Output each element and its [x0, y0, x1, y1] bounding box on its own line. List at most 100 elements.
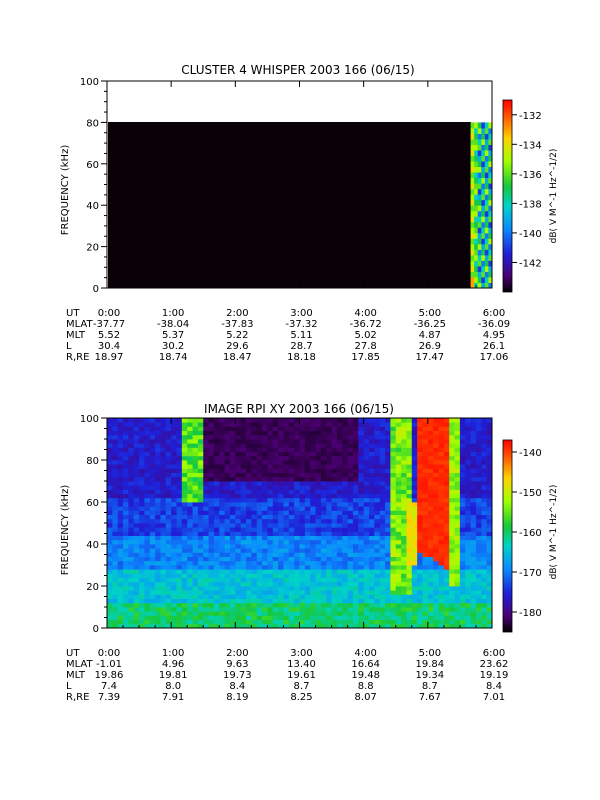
- spectrogram-cell: [336, 594, 343, 599]
- spectrogram-cell: [144, 569, 151, 574]
- spectrogram-cell: [219, 619, 226, 625]
- spectrogram-cell: [433, 615, 439, 620]
- spectrogram-cell: [294, 523, 300, 528]
- spectrogram-cell: [149, 535, 156, 541]
- spectrogram-cell: [219, 422, 226, 427]
- spectrogram-cell: [470, 615, 477, 620]
- spectrogram-cell: [449, 577, 455, 583]
- spectrogram-cell: [465, 619, 472, 625]
- spectrogram-cell: [123, 439, 129, 444]
- spectrogram-cell: [326, 506, 332, 511]
- spectrogram-cell: [390, 598, 397, 604]
- spectrogram-cell: [352, 506, 359, 511]
- spectrogram-cell: [117, 552, 124, 557]
- spectrogram-cell: [272, 506, 279, 511]
- spectrogram-cell: [486, 569, 493, 574]
- spectrogram-cell: [477, 144, 482, 151]
- spectrogram-cell: [133, 602, 140, 608]
- spectrogram-cell: [240, 493, 247, 499]
- spectrogram-cell: [165, 581, 172, 587]
- spectrogram-cell: [443, 460, 450, 465]
- spectrogram-cell: [240, 443, 247, 448]
- spectrogram-cell: [488, 254, 493, 261]
- spectrogram-cell: [411, 518, 418, 524]
- spectrogram-cell: [411, 590, 418, 595]
- spectrogram-cell: [481, 127, 486, 134]
- spectrogram-cell: [315, 418, 322, 423]
- spectrogram-cell: [144, 598, 151, 604]
- spectrogram-cell: [235, 586, 242, 591]
- spectrogram-cell: [208, 493, 215, 499]
- spectrogram-cell: [171, 535, 177, 541]
- spectrogram-cell: [422, 573, 429, 578]
- spectrogram-cell: [470, 177, 475, 184]
- spectrogram-cell: [224, 506, 231, 511]
- spectrogram-cell: [481, 249, 486, 256]
- spectrogram-cell: [417, 497, 423, 503]
- ephemeris-row-label: L: [66, 681, 72, 692]
- spectrogram-cell: [283, 489, 290, 494]
- spectrogram-cell: [149, 514, 156, 520]
- spectrogram-cell: [470, 518, 477, 524]
- spectrogram-cell: [470, 539, 477, 545]
- spectrogram-cell: [197, 489, 204, 494]
- spectrogram-cell: [438, 556, 445, 562]
- spectrogram-cell: [379, 581, 386, 587]
- spectrogram-cell: [395, 502, 402, 507]
- spectrogram-cell: [406, 451, 413, 457]
- spectrogram-cell: [363, 607, 370, 612]
- spectrogram-cell: [379, 493, 386, 499]
- spectrogram-cell: [278, 615, 284, 620]
- spectrogram-cell: [454, 464, 461, 469]
- spectrogram-cell: [433, 468, 439, 473]
- spectrogram-cell: [385, 565, 391, 570]
- spectrogram-cell: [267, 535, 274, 541]
- spectrogram-cell: [240, 514, 247, 520]
- spectrogram-cell: [278, 430, 284, 436]
- spectrogram-cell: [486, 514, 493, 520]
- spectrogram-cell: [165, 497, 172, 503]
- spectrogram-cell: [133, 430, 140, 436]
- spectrogram-cell: [320, 514, 327, 520]
- spectrogram-cell: [165, 476, 172, 482]
- spectrogram-cell: [310, 489, 316, 494]
- spectrogram-cell: [454, 476, 461, 482]
- spectrogram-cell: [246, 565, 252, 570]
- spectrogram-cell: [197, 502, 204, 507]
- spectrogram-cell: [262, 443, 268, 448]
- spectrogram-cell: [219, 430, 226, 436]
- spectrogram-cell: [443, 552, 450, 557]
- spectrogram-cell: [112, 623, 119, 629]
- spectrogram-cell: [155, 497, 161, 503]
- spectrogram-cell: [144, 451, 151, 457]
- spectrogram-cell: [470, 161, 475, 168]
- spectrogram-cell: [433, 451, 439, 457]
- spectrogram-cell: [160, 506, 167, 511]
- spectrogram-cell: [470, 418, 477, 423]
- spectrogram-cell: [235, 615, 242, 620]
- spectrogram-cell: [294, 619, 300, 625]
- spectrogram-cell: [326, 523, 332, 528]
- spectrogram-cell: [219, 560, 226, 566]
- ephemeris-cell: 5:00: [419, 308, 441, 319]
- spectrogram-cell: [443, 556, 450, 562]
- spectrogram-cell: [176, 439, 183, 444]
- spectrogram-cell: [208, 594, 215, 599]
- spectrogram-cell: [133, 464, 140, 469]
- spectrogram-cell: [240, 481, 247, 486]
- spectrogram-cell: [315, 460, 322, 465]
- spectrogram-cell: [358, 586, 365, 591]
- spectrogram-cell: [256, 577, 263, 583]
- spectrogram-cell: [181, 565, 188, 570]
- spectrogram-cell: [475, 539, 482, 545]
- spectrogram-cell: [369, 439, 375, 444]
- spectrogram-cell: [133, 615, 140, 620]
- spectrogram-cell: [486, 464, 493, 469]
- spectrogram-cell: [363, 510, 370, 515]
- spectrogram-cell: [123, 523, 129, 528]
- spectrogram-cell: [315, 560, 322, 566]
- spectrogram-cell: [465, 443, 472, 448]
- spectrogram-cell: [262, 497, 268, 503]
- spectrogram-cell: [107, 569, 113, 574]
- ephemeris-row-label: MLAT: [66, 319, 93, 330]
